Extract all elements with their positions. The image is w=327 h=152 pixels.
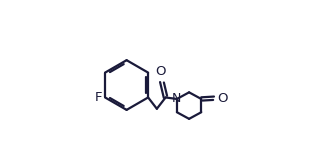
Text: O: O	[155, 65, 166, 78]
Text: F: F	[95, 91, 102, 104]
Text: N: N	[172, 92, 181, 105]
Text: O: O	[217, 92, 228, 105]
